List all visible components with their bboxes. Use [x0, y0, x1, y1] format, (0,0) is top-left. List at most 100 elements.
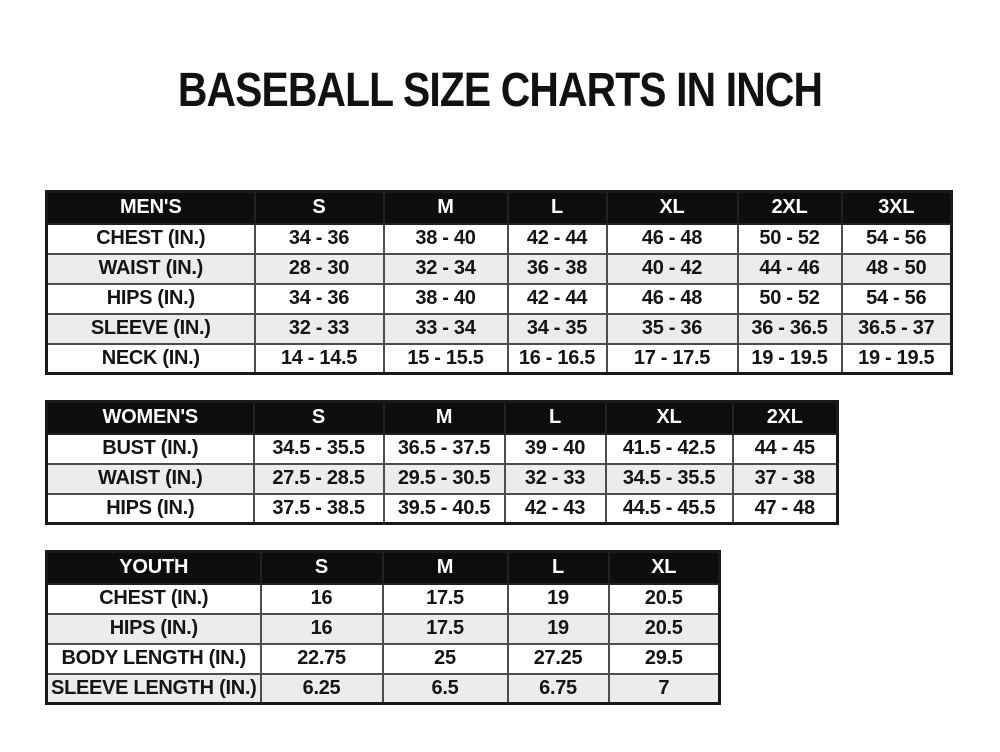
mens-header-row: MEN'S S M L XL 2XL 3XL: [45, 190, 953, 225]
size-cell: 17.5: [381, 612, 509, 645]
table-row-bust: BUST (IN.) 34.5 - 35.5 36.5 - 37.5 39 - …: [45, 432, 839, 465]
size-cell: 44.5 - 45.5: [604, 492, 734, 525]
size-cell: 29.5: [607, 642, 721, 675]
size-cell: 38 - 40: [382, 222, 509, 255]
size-cell: 36.5 - 37: [840, 312, 953, 345]
column-header-l: L: [506, 550, 610, 585]
size-cell: 42 - 44: [506, 222, 608, 255]
youth-size-table: YOUTH S M L XL CHEST (IN.) 16 17.5 19 20…: [45, 550, 721, 705]
column-header-xl: XL: [605, 190, 739, 225]
table-row-waist: WAIST (IN.) 28 - 30 32 - 34 36 - 38 40 -…: [45, 252, 953, 285]
womens-size-table: WOMEN'S S M L XL 2XL BUST (IN.) 34.5 - 3…: [45, 400, 839, 525]
row-label-cell: HIPS (IN.): [45, 612, 262, 645]
column-header-womens: WOMEN'S: [45, 400, 255, 435]
row-label-cell: WAIST (IN.): [45, 252, 256, 285]
size-cell: 27.5 - 28.5: [252, 462, 385, 495]
column-header-m: M: [381, 550, 509, 585]
column-header-m: M: [382, 400, 506, 435]
size-cell: 39 - 40: [503, 432, 607, 465]
table-row-body-length: BODY LENGTH (IN.) 22.75 25 27.25 29.5: [45, 642, 721, 675]
size-cell: 16: [259, 612, 384, 645]
table-row-sleeve-length: SLEEVE LENGTH (IN.) 6.25 6.5 6.75 7: [45, 672, 721, 705]
row-label-cell: HIPS (IN.): [45, 282, 256, 315]
row-label-cell: BODY LENGTH (IN.): [45, 642, 262, 675]
size-cell: 19: [506, 582, 610, 615]
size-cell: 37.5 - 38.5: [252, 492, 385, 525]
size-cell: 17.5: [381, 582, 509, 615]
row-label-cell: CHEST (IN.): [45, 582, 262, 615]
size-cell: 36.5 - 37.5: [382, 432, 506, 465]
size-cell: 42 - 44: [506, 282, 608, 315]
page-title: BASEBALL SIZE CHARTS IN INCH: [177, 64, 823, 117]
size-cell: 15 - 15.5: [382, 342, 509, 375]
size-cell: 46 - 48: [605, 222, 739, 255]
column-header-3xl: 3XL: [840, 190, 953, 225]
size-cell: 6.25: [259, 672, 384, 705]
size-cell: 40 - 42: [605, 252, 739, 285]
row-label-cell: CHEST (IN.): [45, 222, 256, 255]
size-cell: 37 - 38: [731, 462, 839, 495]
row-label-cell: SLEEVE (IN.): [45, 312, 256, 345]
row-label-cell: SLEEVE LENGTH (IN.): [45, 672, 262, 705]
size-cell: 19: [506, 612, 610, 645]
size-cell: 19 - 19.5: [736, 342, 843, 375]
size-cell: 54 - 56: [840, 222, 953, 255]
column-header-l: L: [506, 190, 608, 225]
column-header-s: S: [252, 400, 385, 435]
table-row-hips: HIPS (IN.) 34 - 36 38 - 40 42 - 44 46 - …: [45, 282, 953, 315]
size-cell: 14 - 14.5: [253, 342, 385, 375]
table-row-neck: NECK (IN.) 14 - 14.5 15 - 15.5 16 - 16.5…: [45, 342, 953, 375]
size-cell: 28 - 30: [253, 252, 385, 285]
row-label-cell: NECK (IN.): [45, 342, 256, 375]
size-cell: 25: [381, 642, 509, 675]
size-cell: 17 - 17.5: [605, 342, 739, 375]
column-header-l: L: [503, 400, 607, 435]
size-cell: 27.25: [506, 642, 610, 675]
size-cell: 36 - 36.5: [736, 312, 843, 345]
size-cell: 46 - 48: [605, 282, 739, 315]
column-header-xl: XL: [607, 550, 721, 585]
size-cell: 7: [607, 672, 721, 705]
size-cell: 54 - 56: [840, 282, 953, 315]
table-row-waist: WAIST (IN.) 27.5 - 28.5 29.5 - 30.5 32 -…: [45, 462, 839, 495]
size-cell: 29.5 - 30.5: [382, 462, 506, 495]
size-cell: 47 - 48: [731, 492, 839, 525]
size-cell: 41.5 - 42.5: [604, 432, 734, 465]
table-row-chest: CHEST (IN.) 16 17.5 19 20.5: [45, 582, 721, 615]
size-cell: 16: [259, 582, 384, 615]
size-cell: 32 - 33: [503, 462, 607, 495]
table-row-hips: HIPS (IN.) 37.5 - 38.5 39.5 - 40.5 42 - …: [45, 492, 839, 525]
womens-header-row: WOMEN'S S M L XL 2XL: [45, 400, 839, 435]
mens-size-table: MEN'S S M L XL 2XL 3XL CHEST (IN.) 34 - …: [45, 190, 953, 375]
size-cell: 20.5: [607, 612, 721, 645]
size-cell: 34 - 35: [506, 312, 608, 345]
size-cell: 48 - 50: [840, 252, 953, 285]
size-cell: 22.75: [259, 642, 384, 675]
column-header-s: S: [259, 550, 384, 585]
table-row-sleeve: SLEEVE (IN.) 32 - 33 33 - 34 34 - 35 35 …: [45, 312, 953, 345]
size-cell: 6.75: [506, 672, 610, 705]
size-cell: 20.5: [607, 582, 721, 615]
column-header-mens: MEN'S: [45, 190, 256, 225]
size-cell: 33 - 34: [382, 312, 509, 345]
size-cell: 44 - 45: [731, 432, 839, 465]
size-cell: 38 - 40: [382, 282, 509, 315]
size-cell: 36 - 38: [506, 252, 608, 285]
size-cell: 35 - 36: [605, 312, 739, 345]
size-cell: 32 - 34: [382, 252, 509, 285]
size-cell: 50 - 52: [736, 282, 843, 315]
size-cell: 6.5: [381, 672, 509, 705]
size-cell: 34 - 36: [253, 222, 385, 255]
size-cell: 34.5 - 35.5: [604, 462, 734, 495]
row-label-cell: WAIST (IN.): [45, 462, 255, 495]
size-cell: 44 - 46: [736, 252, 843, 285]
size-cell: 19 - 19.5: [840, 342, 953, 375]
size-cell: 32 - 33: [253, 312, 385, 345]
size-cell: 34.5 - 35.5: [252, 432, 385, 465]
size-cell: 39.5 - 40.5: [382, 492, 506, 525]
table-row-hips: HIPS (IN.) 16 17.5 19 20.5: [45, 612, 721, 645]
youth-header-row: YOUTH S M L XL: [45, 550, 721, 585]
row-label-cell: HIPS (IN.): [45, 492, 255, 525]
column-header-youth: YOUTH: [45, 550, 262, 585]
